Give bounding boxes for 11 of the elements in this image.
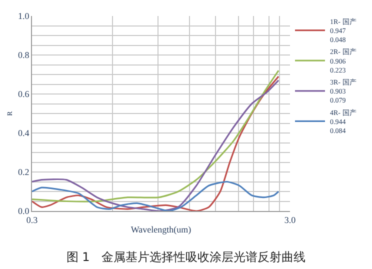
y-tick-label: 0.4 xyxy=(18,128,30,138)
x-axis-title: Wavelength(um) xyxy=(130,224,192,235)
x-tick-label: 3.0 xyxy=(284,214,296,225)
y-tick-label: 0.6 xyxy=(18,89,30,100)
y-tick-label: 1.0 xyxy=(18,11,30,22)
text: 图 1 金属基片选择性吸收涂层光谱反射曲线 xyxy=(66,250,306,264)
y-tick-label: 0.8 xyxy=(18,50,30,60)
y-tick-label: 0.2 xyxy=(18,167,30,178)
x-tick-label: 0.3 xyxy=(26,214,38,225)
line-series xyxy=(32,180,280,211)
y-tick-label: 0.0 xyxy=(18,206,30,216)
